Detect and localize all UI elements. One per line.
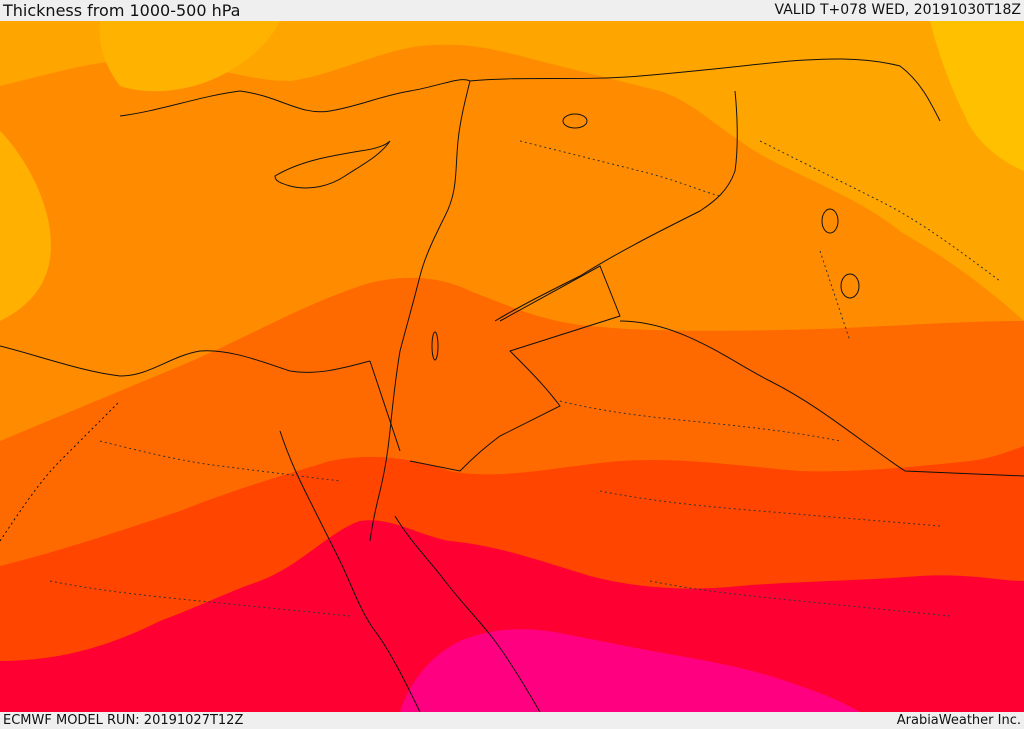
thickness-band-magenta [400,629,860,712]
thickness-band-light-orange [0,21,1024,321]
valid-time: VALID T+078 WED, 20191030T18Z [774,2,1021,18]
lakes [431,113,860,361]
thickness-band-yellow-nw [99,21,280,92]
coastlines [0,79,541,712]
province-borders [49,140,1001,617]
thickness-band-orange-mid [0,71,1024,361]
thickness-band-yellow-w [0,131,51,321]
footer-bar: ECMWF MODEL RUN: 20191027T12Z ArabiaWeat… [0,712,1024,729]
credit-label: ArabiaWeather Inc. [896,713,1021,728]
map-title: Thickness from 1000-500 hPa [3,1,241,20]
thickness-band-crimson [0,520,1024,712]
thickness-map [0,21,1024,712]
country-borders [0,58,1024,542]
thickness-band-yellow-ne [930,21,1024,171]
header-bar: Thickness from 1000-500 hPa VALID T+078 … [0,0,1024,21]
model-run-label: ECMWF MODEL RUN: 20191027T12Z [3,713,244,728]
map-canvas [0,21,1024,712]
